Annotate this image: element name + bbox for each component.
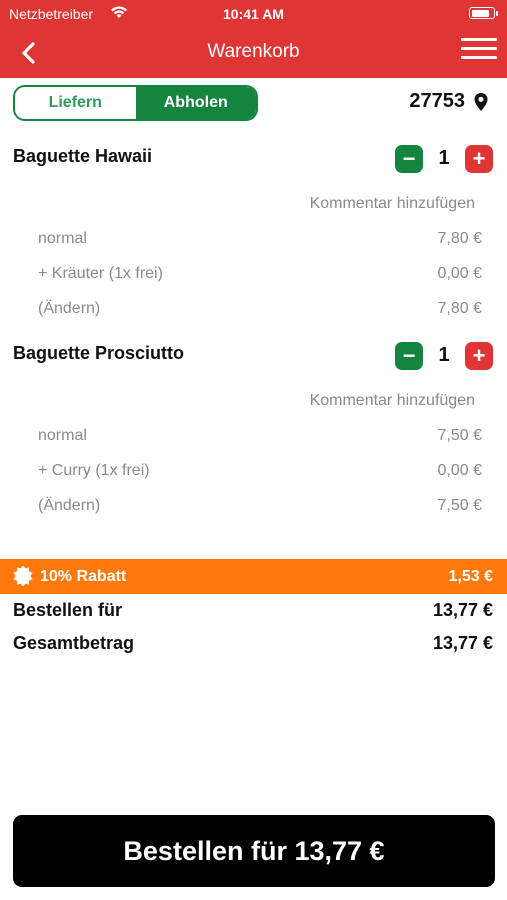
- option-label: normal: [38, 427, 87, 444]
- zip-code: 27753: [409, 90, 465, 112]
- option-label: normal: [38, 230, 87, 247]
- cart-item-name: Baguette Prosciutto: [13, 343, 185, 363]
- hamburger-menu-icon: [461, 38, 497, 41]
- discount-label: 10% Rabatt: [40, 568, 127, 585]
- delivery-mode-toggle: Liefern Abholen: [13, 85, 258, 121]
- order-for-label: Bestellen für: [13, 600, 123, 620]
- carrier-name: Netzbetreiber: [9, 6, 94, 22]
- change-item-link[interactable]: (Ändern): [38, 300, 101, 317]
- quantity-value: 1: [438, 344, 450, 366]
- place-order-button[interactable]: Bestellen für 13,77 €: [13, 815, 495, 887]
- add-comment-link[interactable]: Kommentar hinzufügen: [309, 195, 475, 212]
- badge-icon: [13, 566, 33, 586]
- total-value: 13,77 €: [432, 633, 493, 653]
- cart-item-name: Baguette Hawaii: [13, 146, 153, 166]
- battery-icon: [469, 7, 498, 19]
- discount-value: 1,53 €: [448, 568, 493, 585]
- chevron-left-icon: [22, 42, 35, 64]
- location-selector[interactable]: 27753: [409, 90, 489, 113]
- wifi-icon: [110, 5, 128, 22]
- tab-abholen[interactable]: Abholen: [135, 87, 256, 119]
- change-item-link[interactable]: (Ändern): [38, 497, 101, 514]
- option-label: + Kräuter (1x frei): [38, 265, 163, 282]
- quantity-stepper: − 1 +: [395, 342, 493, 370]
- clock: 10:41 AM: [223, 6, 284, 22]
- app-header: Netzbetreiber 10:41 AM Warenkorb: [0, 0, 507, 78]
- increase-quantity-button[interactable]: +: [465, 342, 493, 370]
- option-label: + Curry (1x frei): [38, 462, 150, 479]
- quantity-stepper: − 1 +: [395, 145, 493, 173]
- decrease-quantity-button[interactable]: −: [395, 342, 423, 370]
- total-label: Gesamtbetrag: [13, 633, 135, 653]
- order-for-value: 13,77 €: [432, 600, 493, 620]
- discount-bar: 10% Rabatt 1,53 €: [0, 559, 507, 594]
- item-subtotal: 7,80 €: [437, 300, 482, 317]
- quantity-value: 1: [438, 147, 450, 169]
- back-button[interactable]: [14, 38, 44, 68]
- option-price: 0,00 €: [437, 265, 482, 282]
- increase-quantity-button[interactable]: +: [465, 145, 493, 173]
- menu-button[interactable]: [461, 38, 497, 66]
- option-price: 7,50 €: [437, 427, 482, 444]
- battery-level: [471, 9, 489, 17]
- option-price: 0,00 €: [437, 462, 482, 479]
- map-pin-icon: [474, 92, 488, 111]
- decrease-quantity-button[interactable]: −: [395, 145, 423, 173]
- tab-liefern[interactable]: Liefern: [15, 87, 136, 119]
- option-price: 7,80 €: [437, 230, 482, 247]
- status-bar: Netzbetreiber 10:41 AM: [0, 0, 507, 28]
- page-title: Warenkorb: [207, 41, 300, 62]
- item-subtotal: 7,50 €: [437, 497, 482, 514]
- add-comment-link[interactable]: Kommentar hinzufügen: [309, 392, 475, 409]
